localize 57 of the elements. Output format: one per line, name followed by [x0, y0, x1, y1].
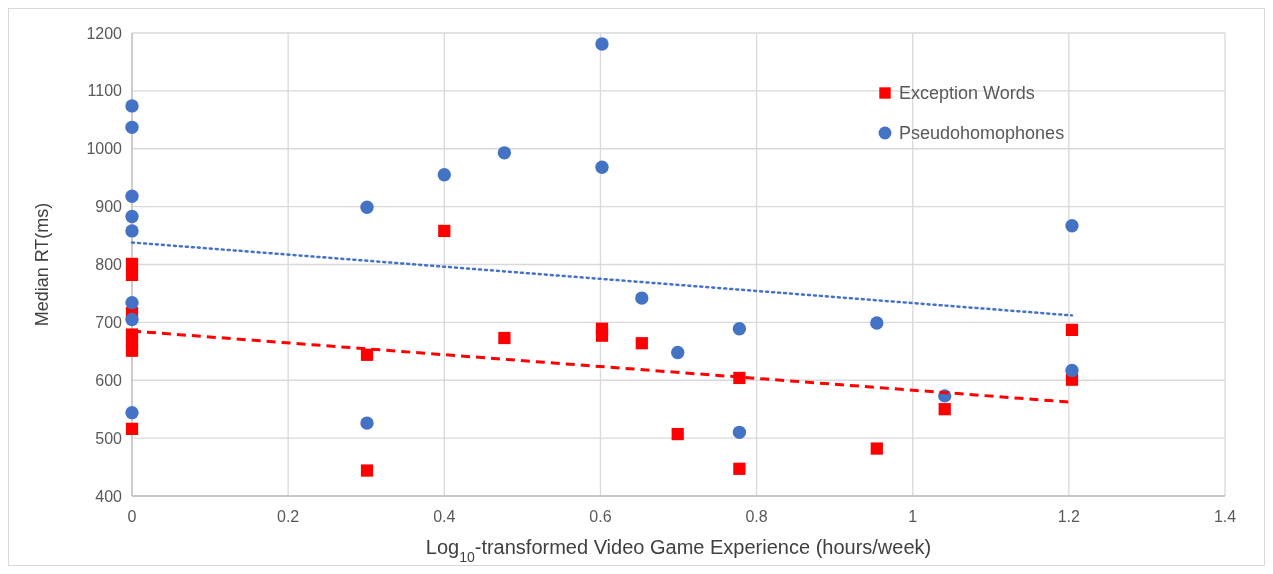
- point: [732, 425, 747, 439]
- point: [125, 268, 139, 282]
- point: [635, 291, 649, 305]
- point: [125, 189, 139, 203]
- y-tick-label: 800: [95, 256, 123, 274]
- y-tick-label: 400: [95, 487, 123, 505]
- x-tick-label: 0: [127, 508, 137, 525]
- point: [125, 296, 139, 310]
- point: [870, 442, 883, 455]
- point: [125, 312, 139, 327]
- point: [438, 224, 451, 238]
- x-tick-label: 0.2: [277, 508, 300, 525]
- point: [125, 422, 139, 435]
- point: [125, 120, 139, 134]
- x-tick-label: 1: [908, 508, 918, 525]
- x-tick-label: 1.2: [1057, 508, 1081, 525]
- point: [595, 329, 609, 342]
- y-tick-label: 700: [95, 313, 123, 331]
- point: [360, 416, 374, 430]
- y-tick-label: 500: [95, 429, 123, 447]
- point: [1065, 219, 1079, 233]
- point: [360, 348, 374, 361]
- point: [1065, 363, 1079, 378]
- legend-label: Pseudohomophones: [899, 123, 1065, 144]
- point: [733, 462, 746, 475]
- point: [498, 331, 511, 345]
- point: [870, 316, 884, 330]
- point: [733, 371, 746, 385]
- y-tick-label: 900: [95, 198, 123, 216]
- point: [360, 464, 374, 477]
- point: [938, 403, 951, 416]
- point: [1065, 323, 1079, 337]
- point: [671, 345, 685, 360]
- y-tick-label: 1200: [86, 24, 123, 42]
- y-tick-label: 1000: [86, 140, 123, 158]
- point: [437, 168, 451, 182]
- point: [360, 200, 374, 214]
- x-tick-label: 0.8: [745, 508, 768, 525]
- x-tick-label: 1.4: [1213, 508, 1237, 525]
- point: [125, 99, 139, 113]
- point: [732, 322, 747, 336]
- point: [125, 224, 139, 238]
- y-axis-title: Median RT(ms): [32, 202, 52, 327]
- point: [125, 406, 139, 420]
- y-tick-label: 1100: [87, 82, 123, 100]
- point: [125, 209, 139, 224]
- point: [497, 146, 512, 160]
- legend-label: Exception Words: [899, 83, 1035, 104]
- x-axis-title: Log$_{10}$-transformed Video Game Experience (hours/week): [425, 536, 932, 565]
- point: [635, 337, 648, 350]
- x-tick-label: 0.6: [589, 508, 612, 525]
- x-tick-label: 0.4: [433, 508, 456, 525]
- point: [595, 160, 609, 174]
- y-tick-label: 600: [95, 371, 123, 389]
- point: [671, 427, 684, 441]
- point: [595, 37, 609, 51]
- point: [125, 344, 139, 357]
